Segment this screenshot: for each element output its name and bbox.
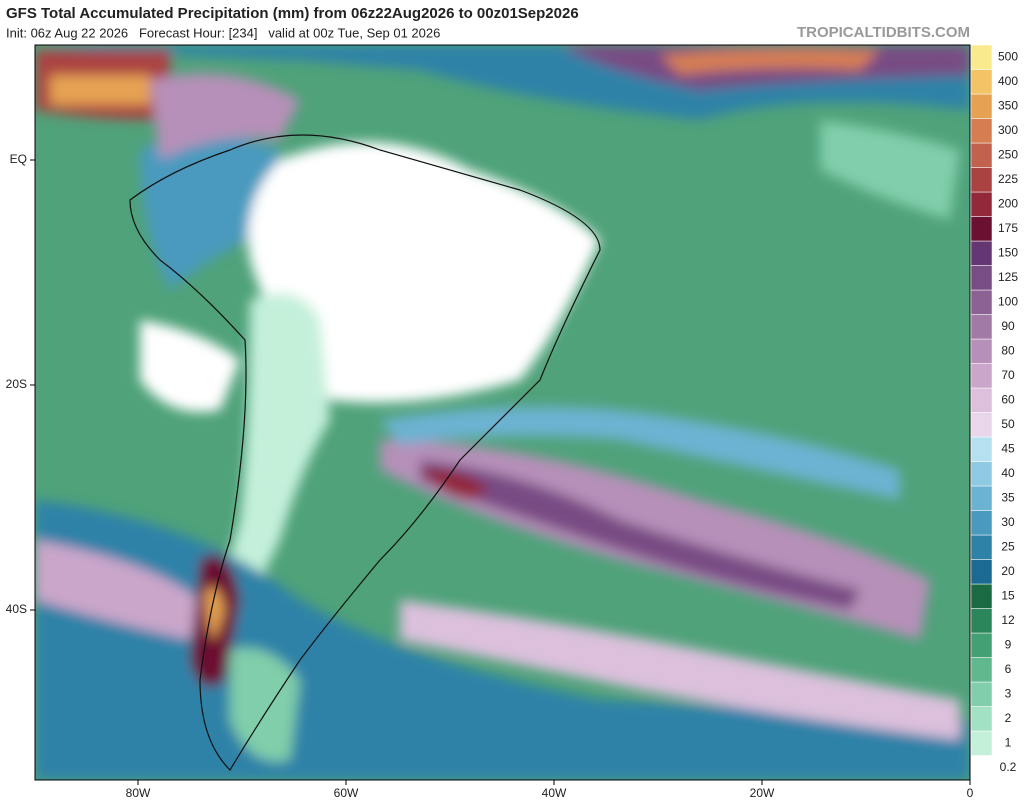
- colorbar-label: 70: [1001, 368, 1015, 382]
- colorbar-swatch: [970, 608, 993, 634]
- axes: 80W 60W 40W 20W 0 EQ 20S 40S: [6, 152, 974, 800]
- colorbar-label: 80: [1001, 343, 1015, 357]
- colorbar-swatch: [970, 706, 993, 732]
- lon-label: 0: [967, 786, 974, 800]
- colorbar-swatch: [970, 730, 993, 756]
- colorbar-label: 40: [1001, 466, 1015, 480]
- colorbar-label: 300: [998, 123, 1018, 137]
- colorbar-label: 150: [998, 245, 1018, 259]
- colorbar-label: 250: [998, 147, 1018, 161]
- colorbar-label: 3: [1005, 686, 1012, 700]
- colorbar-swatch: [970, 436, 993, 462]
- colorbar-swatch: [970, 534, 993, 560]
- colorbar-swatch: [970, 363, 993, 389]
- colorbar-swatch: [970, 657, 993, 683]
- colorbar-label: 350: [998, 98, 1018, 112]
- title: GFS Total Accumulated Precipitation (mm)…: [6, 5, 579, 22]
- colorbar-label: 125: [998, 270, 1018, 284]
- colorbar-swatch: [970, 93, 993, 119]
- colorbar-swatch: [970, 559, 993, 585]
- colorbar-swatch: [970, 461, 993, 487]
- colorbar-swatch: [970, 755, 993, 781]
- colorbar-label: 9: [1005, 637, 1012, 651]
- colorbar-label: 60: [1001, 392, 1015, 406]
- colorbar-label: 12: [1001, 613, 1015, 627]
- colorbar-swatch: [970, 289, 993, 315]
- colorbar-label: 225: [998, 172, 1018, 186]
- colorbar-swatch: [970, 412, 993, 438]
- colorbar-label: 6: [1005, 662, 1012, 676]
- colorbar-label: 90: [1001, 319, 1015, 333]
- colorbar-label: 400: [998, 74, 1018, 88]
- colorbar-swatch: [970, 583, 993, 609]
- lon-label: 80W: [126, 786, 151, 800]
- colorbar-label: 15: [1001, 588, 1015, 602]
- colorbar-swatch: [970, 240, 993, 266]
- colorbar-label: 1: [1005, 735, 1012, 749]
- colorbar-label: 35: [1001, 490, 1015, 504]
- colorbar-swatch: [970, 167, 993, 193]
- lon-label: 60W: [334, 786, 359, 800]
- colorbar-swatch: [970, 338, 993, 364]
- coastline: [129, 134, 601, 771]
- colorbar-label: 200: [998, 196, 1018, 210]
- lon-label: 40W: [542, 786, 567, 800]
- colorbar-label: 30: [1001, 515, 1015, 529]
- colorbar-swatch: [970, 69, 993, 95]
- map-frame: [34, 44, 971, 781]
- colorbar-swatch: [970, 485, 993, 511]
- lon-label: 20W: [750, 786, 775, 800]
- colorbar-swatch: [970, 510, 993, 536]
- colorbar-swatch: [970, 44, 993, 70]
- lat-label: 40S: [6, 602, 27, 616]
- colorbar-swatch: [970, 314, 993, 340]
- lat-label: EQ: [10, 152, 27, 166]
- site-credit: TROPICALTIDBITS.COM: [797, 24, 970, 41]
- colorbar-label: 45: [1001, 441, 1015, 455]
- colorbar-label: 0.2: [1000, 760, 1017, 774]
- lat-label: 20S: [6, 377, 27, 391]
- colorbar: 0.21236912152025303540455060708090100125…: [970, 44, 1018, 781]
- precip-field: [35, 45, 970, 780]
- colorbar-swatch: [970, 118, 993, 144]
- colorbar-label: 175: [998, 221, 1018, 235]
- colorbar-swatch: [970, 632, 993, 658]
- colorbar-label: 2: [1005, 711, 1012, 725]
- colorbar-label: 20: [1001, 564, 1015, 578]
- colorbar-label: 25: [1001, 539, 1015, 553]
- colorbar-swatch: [970, 681, 993, 707]
- colorbar-label: 500: [998, 49, 1018, 63]
- colorbar-swatch: [970, 216, 993, 242]
- colorbar-swatch: [970, 191, 993, 217]
- colorbar-swatch: [970, 142, 993, 168]
- colorbar-label: 100: [998, 294, 1018, 308]
- subtitle: Init: 06z Aug 22 2026 Forecast Hour: [23…: [6, 25, 440, 40]
- colorbar-swatch: [970, 387, 993, 413]
- colorbar-swatch: [970, 265, 993, 291]
- colorbar-label: 50: [1001, 417, 1015, 431]
